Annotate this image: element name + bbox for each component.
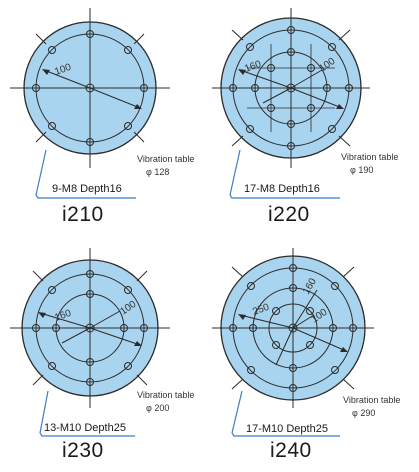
model-label: i230 (62, 439, 104, 462)
table-diameter: φ 200 (146, 403, 169, 413)
vibration-table-i210: 100 Vibration table φ 128 9-M8 Depth16 (10, 8, 194, 199)
table-label: Vibration table (137, 390, 194, 400)
model-label: i220 (268, 203, 310, 226)
bolt-holes (229, 26, 353, 150)
hole-spec: 17-M8 Depth16 (244, 183, 320, 195)
bolt-holes (229, 264, 357, 392)
table-label: Vibration table (137, 154, 194, 164)
model-label: i210 (62, 203, 104, 226)
vibration-table-i240: 250 160 100 Vibration table φ 290 17-M10… (212, 248, 400, 437)
vibration-table-i220: 160 100 Vibration table φ 190 17-M8 Dept… (212, 8, 398, 199)
hole-spec: 13-M10 Depth25 (44, 422, 126, 434)
table-diameter: φ 290 (352, 408, 375, 418)
table-label: Vibration table (341, 152, 398, 162)
hole-spec: 17-M10 Depth25 (246, 423, 328, 435)
panel-i230: 160 100 Vibration table φ 200 13-M10 Dep… (0, 233, 210, 467)
vibration-table-i230: 160 100 Vibration table φ 200 13-M10 Dep… (10, 248, 194, 437)
table-label: Vibration table (343, 395, 400, 405)
table-diameter: φ 128 (146, 167, 169, 177)
panel-i210: 100 Vibration table φ 128 9-M8 Depth16 i… (0, 0, 210, 233)
hole-spec: 9-M8 Depth16 (52, 183, 122, 195)
panel-i220: 160 100 Vibration table φ 190 17-M8 Dept… (210, 0, 419, 233)
bolt-holes (32, 30, 148, 146)
table-diameter: φ 190 (350, 165, 373, 175)
model-label: i240 (270, 439, 312, 462)
panel-i240: 250 160 100 Vibration table φ 290 17-M10… (210, 233, 419, 467)
bolt-holes (32, 270, 148, 386)
